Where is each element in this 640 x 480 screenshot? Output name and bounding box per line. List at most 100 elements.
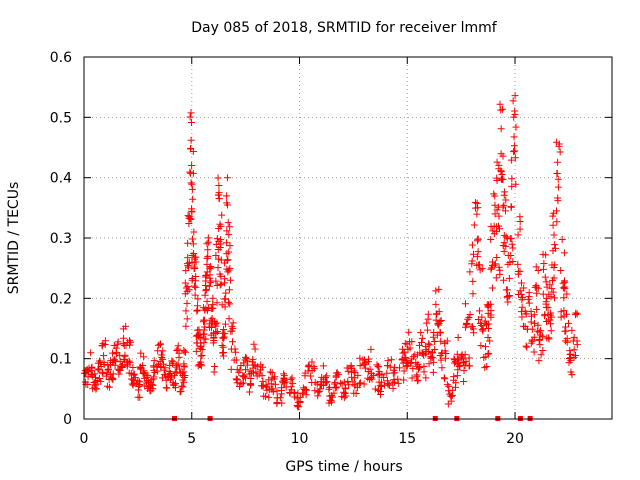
data-point xyxy=(250,340,258,348)
data-point xyxy=(432,300,440,308)
data-point xyxy=(325,385,333,393)
data-point xyxy=(221,320,229,328)
data-point xyxy=(311,387,319,395)
data-point xyxy=(225,231,233,239)
data-point xyxy=(121,352,129,360)
data-point xyxy=(519,322,527,330)
data-point xyxy=(124,360,132,368)
data-point xyxy=(570,346,578,354)
data-point xyxy=(445,382,453,390)
data-point xyxy=(347,362,355,370)
data-point xyxy=(465,313,473,321)
data-point xyxy=(407,360,415,368)
data-point xyxy=(182,322,190,330)
data-point xyxy=(92,380,100,388)
data-point xyxy=(110,342,118,350)
data-point xyxy=(465,354,473,362)
data-point xyxy=(225,286,233,294)
data-point xyxy=(389,369,397,377)
data-point xyxy=(227,365,235,373)
data-point xyxy=(340,394,348,402)
data-point xyxy=(200,330,208,338)
data-point xyxy=(469,277,477,285)
data-point xyxy=(153,367,161,375)
data-point xyxy=(338,380,346,388)
data-point xyxy=(427,354,435,362)
data-point xyxy=(488,284,496,292)
data-point xyxy=(100,358,108,366)
data-point xyxy=(539,346,547,354)
data-point xyxy=(225,298,233,306)
data-point xyxy=(423,319,431,327)
data-point xyxy=(496,270,504,278)
data-point xyxy=(248,358,256,366)
data-point xyxy=(424,340,432,348)
data-point xyxy=(219,352,227,360)
x-tick-label: 5 xyxy=(187,431,196,447)
data-point xyxy=(550,264,558,272)
data-point xyxy=(251,345,259,353)
data-point xyxy=(500,231,508,239)
data-point xyxy=(189,195,197,203)
data-point xyxy=(192,272,200,280)
data-point xyxy=(156,341,164,349)
data-point xyxy=(159,360,167,368)
data-point xyxy=(566,350,574,358)
data-point xyxy=(95,374,103,382)
data-point xyxy=(280,376,288,384)
data-point xyxy=(491,260,499,268)
data-point xyxy=(229,324,237,332)
data-point xyxy=(541,273,549,281)
data-point xyxy=(391,378,399,386)
data-point xyxy=(360,380,368,388)
data-point xyxy=(278,399,286,407)
data-point xyxy=(383,369,391,377)
data-point xyxy=(511,107,519,115)
data-point xyxy=(176,365,184,373)
data-point xyxy=(223,227,231,235)
data-point xyxy=(168,357,176,365)
data-point xyxy=(146,387,154,395)
data-point xyxy=(210,337,218,345)
data-point xyxy=(354,371,362,379)
data-point xyxy=(568,326,576,334)
data-point xyxy=(204,234,212,242)
data-point xyxy=(96,357,104,365)
data-point xyxy=(484,350,492,358)
data-point xyxy=(508,175,516,183)
data-point xyxy=(222,289,230,297)
data-point xyxy=(517,308,525,316)
data-point xyxy=(326,383,334,391)
data-point xyxy=(454,366,462,374)
data-point xyxy=(484,324,492,332)
data-point xyxy=(563,310,570,318)
data-point xyxy=(442,349,450,357)
data-point xyxy=(203,240,211,248)
data-point xyxy=(477,342,485,350)
y-tick-label: 0 xyxy=(63,412,72,428)
data-point xyxy=(221,303,229,311)
data-point xyxy=(169,358,177,366)
data-point xyxy=(182,267,190,275)
data-point xyxy=(450,373,458,381)
data-point xyxy=(384,357,392,365)
data-point xyxy=(474,204,482,212)
data-point xyxy=(530,348,538,356)
data-point xyxy=(520,284,528,292)
data-point xyxy=(319,362,327,370)
data-point xyxy=(207,264,215,272)
data-point xyxy=(493,158,501,166)
data-point xyxy=(200,316,208,324)
data-point xyxy=(225,266,233,274)
data-point xyxy=(402,363,410,371)
data-point xyxy=(437,337,445,345)
data-point xyxy=(238,380,246,388)
data-point xyxy=(166,375,174,383)
data-point xyxy=(280,370,288,378)
data-point xyxy=(192,347,200,355)
data-point xyxy=(501,207,509,215)
data-point xyxy=(565,359,573,367)
data-point xyxy=(542,303,550,311)
data-point xyxy=(537,327,545,335)
data-point xyxy=(145,382,153,390)
